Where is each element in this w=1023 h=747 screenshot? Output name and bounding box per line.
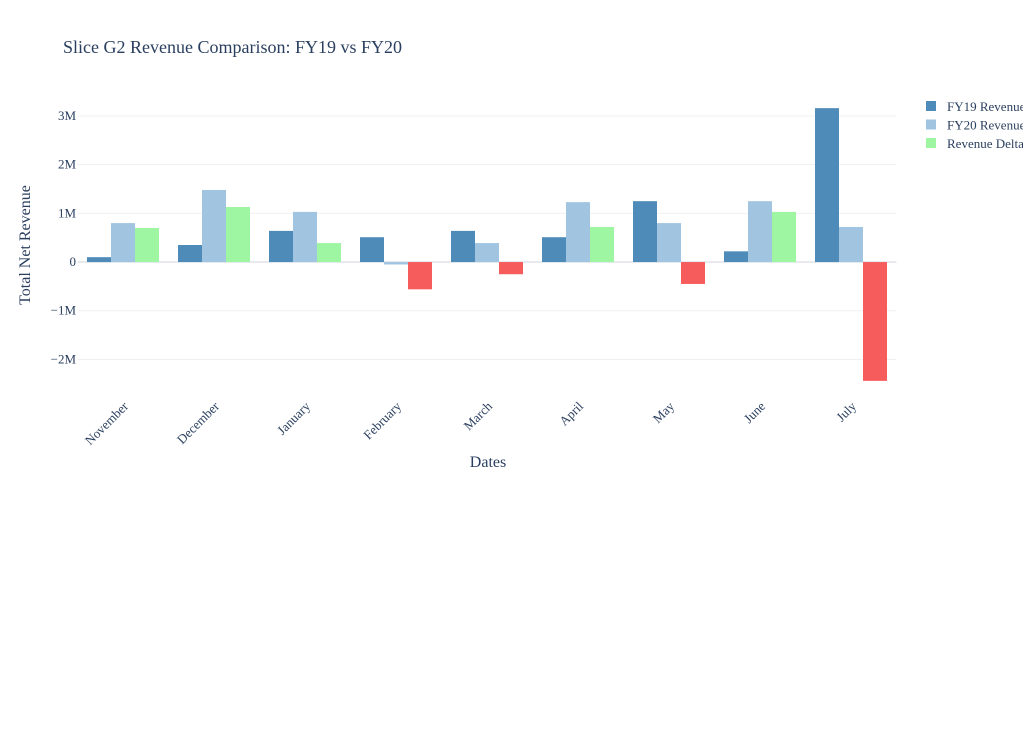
x-tick-label: July — [833, 398, 859, 424]
y-tick-label: 3M — [58, 108, 77, 123]
bar-fy19-revenue — [360, 237, 384, 263]
x-tick-label: November — [82, 398, 132, 448]
y-tick-label: −2M — [51, 351, 77, 366]
bar-fy19-revenue — [815, 108, 839, 263]
bar-fy20-revenue — [657, 223, 681, 263]
bar-fy20-revenue — [839, 226, 863, 263]
x-tick-label: April — [556, 398, 586, 428]
bar-revenue-delta — [772, 211, 796, 263]
legend-label: Revenue Delta — [947, 136, 1023, 151]
legend-label: FY20 Revenue — [947, 118, 1023, 133]
bar-revenue-delta — [135, 227, 159, 263]
bar-revenue-delta — [226, 207, 250, 263]
bar-fy20-revenue — [475, 243, 499, 263]
x-tick-label: March — [461, 398, 496, 433]
y-tick-label: 1M — [58, 205, 77, 220]
bars — [87, 108, 887, 381]
bar-fy20-revenue — [202, 189, 226, 263]
legend-swatch — [926, 138, 936, 148]
x-tick-label: December — [174, 398, 223, 447]
x-axis-title: Dates — [470, 454, 506, 471]
x-tick-label: June — [741, 398, 769, 426]
bar-fy20-revenue — [111, 223, 135, 263]
bar-fy19-revenue — [269, 230, 293, 263]
bar-fy19-revenue — [451, 230, 475, 263]
bar-fy19-revenue — [178, 245, 202, 263]
bar-fy20-revenue — [384, 262, 408, 265]
legend: FY19 Revenue FY20 Revenue Revenue Delta — [926, 99, 1023, 151]
bar-fy20-revenue — [293, 211, 317, 263]
x-tick-label: May — [650, 398, 678, 426]
y-axis-ticks: −2M −1M 0 1M 2M 3M — [51, 108, 77, 367]
x-axis-ticks: November December January February March Apri… — [82, 398, 860, 448]
bar-fy20-revenue — [566, 202, 590, 263]
y-tick-label: 2M — [58, 157, 77, 172]
y-tick-label: −1M — [51, 303, 77, 318]
chart-title: Slice G2 Revenue Comparison: FY19 vs FY2… — [63, 37, 402, 57]
bar-revenue-delta — [863, 262, 887, 381]
y-tick-label: 0 — [70, 254, 77, 269]
x-tick-label: January — [274, 398, 314, 438]
legend-swatch — [926, 101, 936, 111]
legend-swatch — [926, 119, 936, 130]
bar-fy19-revenue — [87, 257, 111, 263]
bar-revenue-delta — [317, 243, 341, 263]
legend-label: FY19 Revenue — [947, 99, 1023, 114]
bar-revenue-delta — [681, 262, 705, 284]
bar-fy20-revenue — [748, 201, 772, 263]
bar-revenue-delta — [499, 262, 523, 275]
bar-revenue-delta — [408, 262, 432, 290]
y-axis-title: Total Net Revenue — [17, 185, 34, 305]
bar-fy19-revenue — [542, 237, 566, 263]
x-tick-label: February — [360, 398, 404, 442]
bar-fy19-revenue — [633, 201, 657, 263]
bar-fy19-revenue — [724, 251, 748, 263]
bar-revenue-delta — [590, 226, 614, 263]
